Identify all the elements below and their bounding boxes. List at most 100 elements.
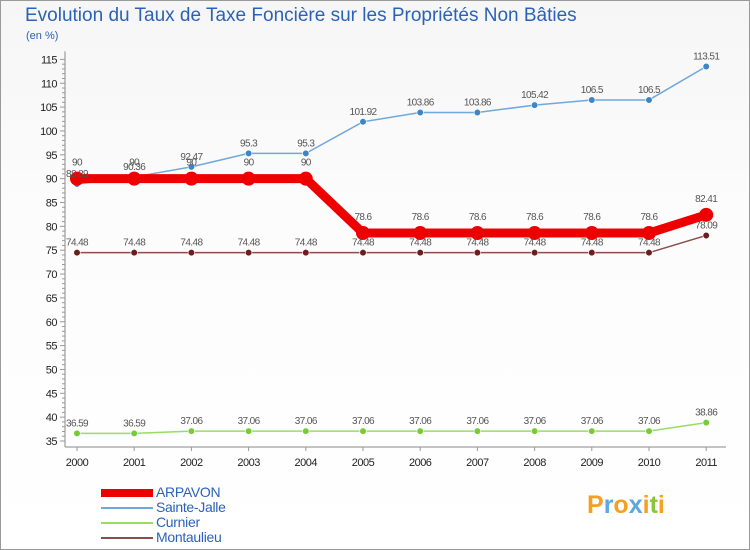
y-tick-label: 40	[46, 412, 58, 424]
x-tick-label: 2003	[237, 457, 260, 469]
x-tick-label: 2000	[66, 457, 89, 469]
logo-letter: t	[649, 491, 658, 519]
data-label-sainte-jalle: 90.36	[123, 162, 146, 173]
logo-letter: r	[603, 491, 614, 519]
data-label-arpavon: 78.6	[354, 212, 372, 223]
data-label-montaulieu: 74.48	[466, 238, 489, 249]
data-point-curnier	[645, 427, 653, 435]
y-tick-label: 115	[41, 54, 57, 66]
x-tick-label: 2008	[523, 457, 546, 469]
data-point-montaulieu	[187, 249, 195, 257]
data-point-montaulieu	[702, 231, 710, 240]
data-point-arpavon	[584, 226, 599, 241]
series-line-arpavon	[77, 174, 708, 238]
data-label-sainte-jalle: 103.86	[407, 98, 435, 109]
data-label-sainte-jalle: 95.3	[240, 138, 258, 149]
data-point-montaulieu	[302, 249, 310, 257]
data-label-curnier: 37.06	[581, 416, 604, 427]
legend-label: Sainte-Jalle	[156, 499, 226, 515]
data-point-sainte-jalle	[702, 62, 710, 71]
data-point-arpavon	[184, 171, 199, 186]
series-points	[70, 62, 714, 438]
x-tick-label: 2007	[466, 457, 489, 469]
legend-swatch-arpavon	[101, 489, 153, 497]
legend-swatch-sainte-jalle	[101, 507, 153, 509]
y-tick-label: 35	[46, 436, 58, 448]
data-label-arpavon: 90	[244, 158, 255, 169]
legend-item-sainte-jalle: Sainte-Jalle	[101, 499, 341, 516]
data-point-sainte-jalle	[416, 108, 424, 117]
data-label-curnier: 37.06	[352, 416, 375, 427]
data-point-curnier	[359, 427, 367, 435]
data-label-curnier: 37.06	[409, 416, 432, 427]
legend: ARPAVON Sainte-Jalle Curnier Montaulieu	[101, 484, 341, 546]
data-point-arpavon	[642, 226, 656, 241]
data-label-montaulieu: 74.48	[66, 238, 89, 249]
legend-item-arpavon: ARPAVON	[101, 484, 341, 501]
data-point-curnier	[302, 427, 310, 435]
data-point-curnier	[73, 429, 81, 438]
data-label-curnier: 36.59	[123, 418, 146, 429]
data-label-sainte-jalle: 113.51	[693, 52, 720, 63]
data-point-montaulieu	[645, 249, 653, 257]
x-tick-label: 2006	[409, 457, 432, 469]
x-tick-label: 2001	[123, 457, 146, 469]
x-tick-label: 2010	[638, 457, 661, 469]
data-point-curnier	[530, 427, 539, 435]
data-point-arpavon	[413, 226, 428, 241]
legend-label: Montaulieu	[156, 529, 222, 545]
data-point-curnier	[473, 427, 482, 435]
data-point-sainte-jalle	[187, 163, 195, 171]
logo-letter: P	[587, 491, 604, 519]
data-label-curnier: 36.59	[66, 418, 89, 429]
legend-swatch-montaulieu	[101, 537, 153, 539]
data-label-arpavon: 78.6	[412, 212, 430, 223]
series-line-sainte-jalle	[76, 65, 707, 185]
data-label-curnier: 37.06	[180, 416, 203, 427]
data-label-arpavon: 78.6	[526, 212, 544, 223]
data-point-montaulieu	[245, 249, 253, 257]
y-tick-label: 45	[46, 388, 58, 400]
x-tick-label: 2004	[295, 457, 318, 469]
y-tick-label: 90	[46, 174, 58, 186]
y-tick-label: 70	[46, 269, 58, 281]
data-label-arpavon: 90	[186, 158, 197, 169]
series-line-montaulieu	[77, 234, 707, 254]
y-tick-label: 75	[46, 245, 58, 257]
legend-swatch-curnier	[101, 522, 153, 524]
data-label-arpavon: 78.6	[469, 212, 487, 223]
legend-label: Curnier	[156, 514, 200, 530]
data-label-sainte-jalle: 92.47	[180, 152, 203, 163]
y-tick-label: 100	[40, 126, 57, 138]
data-label-curnier: 37.06	[466, 416, 489, 427]
logo-letter: x	[628, 491, 643, 519]
data-label-montaulieu: 74.48	[524, 238, 547, 249]
data-point-montaulieu	[588, 249, 596, 257]
data-point-montaulieu	[359, 249, 367, 257]
data-label-curnier: 37.06	[638, 416, 661, 427]
data-point-montaulieu	[530, 249, 539, 257]
series-line-curnier	[77, 421, 707, 435]
data-label-sainte-jalle: 106.5	[638, 85, 661, 96]
data-point-arpavon	[356, 226, 370, 241]
data-label-montaulieu: 74.48	[409, 238, 432, 249]
data-point-sainte-jalle	[473, 108, 482, 117]
data-point-curnier	[416, 427, 424, 435]
data-point-arpavon	[527, 226, 542, 241]
data-point-curnier	[130, 429, 138, 438]
y-tick-label: 95	[46, 150, 58, 162]
data-label-montaulieu: 74.48	[581, 238, 604, 249]
data-label-sainte-jalle: 103.86	[464, 98, 492, 109]
data-point-sainte-jalle	[588, 96, 596, 104]
data-label-arpavon: 78.6	[583, 212, 601, 223]
data-label-montaulieu: 74.48	[638, 238, 661, 249]
data-label-curnier: 37.06	[524, 416, 547, 427]
series-lines	[76, 65, 708, 435]
proxiti-logo: Proxiti	[587, 491, 665, 520]
x-tick-label: 2011	[695, 457, 717, 469]
data-point-montaulieu	[130, 249, 138, 257]
y-tick-label: 110	[41, 78, 57, 90]
y-tick-label: 105	[40, 102, 57, 114]
data-label-arpavon: 90	[72, 158, 83, 169]
